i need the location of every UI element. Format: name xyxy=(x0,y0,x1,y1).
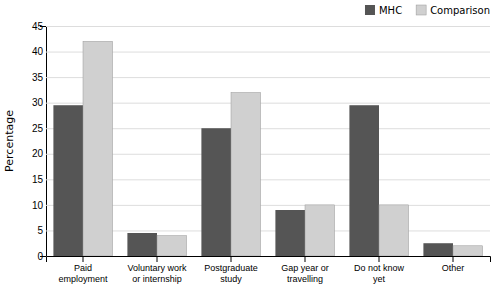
bar xyxy=(453,246,483,256)
plot-area: 0 5 10 15 20 25 30 35 40 45 Paidemployment Voluntar… xyxy=(32,21,491,284)
bar xyxy=(349,105,379,256)
bar xyxy=(53,105,83,256)
legend: MHC Comparison xyxy=(365,5,490,16)
x-tick: Paidemployment xyxy=(58,256,108,284)
x-axis-line xyxy=(47,257,491,263)
grid-line xyxy=(46,26,490,27)
bar xyxy=(305,205,335,256)
bar xyxy=(201,128,231,256)
y-axis: 0 5 10 15 20 25 30 35 40 45 xyxy=(32,21,490,262)
legend-label: MHC xyxy=(379,5,402,16)
y-tick-label: 35 xyxy=(32,72,44,83)
legend-swatch xyxy=(365,5,375,15)
x-tick: Other xyxy=(442,256,465,273)
x-tick-label: Do not knowyet xyxy=(354,263,405,283)
bar xyxy=(379,205,409,256)
x-axis: Paidemployment Voluntary workor internshi… xyxy=(47,256,491,284)
bar xyxy=(127,233,157,256)
x-tick-mark xyxy=(157,256,158,262)
bars xyxy=(53,41,482,256)
bar xyxy=(275,210,305,256)
y-tick: 45 xyxy=(32,21,490,32)
y-tick-label: 20 xyxy=(32,148,44,159)
y-tick-label: 15 xyxy=(32,174,44,185)
x-tick: Do not knowyet xyxy=(354,256,405,284)
x-tick-label: Other xyxy=(442,263,465,273)
y-tick-label: 0 xyxy=(37,251,43,262)
y-axis-title: Percentage xyxy=(3,110,16,172)
y-tick-label: 30 xyxy=(32,97,44,108)
x-tick-label: Gap year ortravelling xyxy=(281,263,329,283)
y-tick-label: 10 xyxy=(32,200,44,211)
legend-label: Comparison xyxy=(430,5,490,16)
series xyxy=(83,41,483,256)
bar xyxy=(83,41,113,256)
x-tick-mark xyxy=(231,256,232,262)
legend-item: MHC xyxy=(365,5,402,16)
y-tick-label: 45 xyxy=(32,21,44,32)
legend-swatch xyxy=(416,5,426,15)
y-tick-label: 5 xyxy=(37,225,43,236)
bar xyxy=(423,243,453,256)
x-tick-mark xyxy=(305,256,306,262)
x-tick-label: Postgraduatestudy xyxy=(204,263,258,283)
x-tick: Postgraduatestudy xyxy=(204,256,258,284)
y-tick-label: 25 xyxy=(32,123,44,134)
y-tick-label: 40 xyxy=(32,46,44,57)
x-tick-label: Paidemployment xyxy=(58,263,108,283)
x-tick-mark xyxy=(453,256,454,262)
bar xyxy=(157,236,187,256)
legend-item: Comparison xyxy=(416,5,490,16)
x-tick: Gap year ortravelling xyxy=(281,256,329,284)
x-tick-label: Voluntary workor internship xyxy=(127,263,187,283)
chart: 0 5 10 15 20 25 30 35 40 45 Paidemployment Voluntar… xyxy=(0,0,500,292)
x-tick-mark xyxy=(379,256,380,262)
bar xyxy=(231,92,261,256)
x-tick: Voluntary workor internship xyxy=(127,256,187,284)
x-tick-mark xyxy=(83,256,84,262)
y-axis-line xyxy=(40,27,47,257)
